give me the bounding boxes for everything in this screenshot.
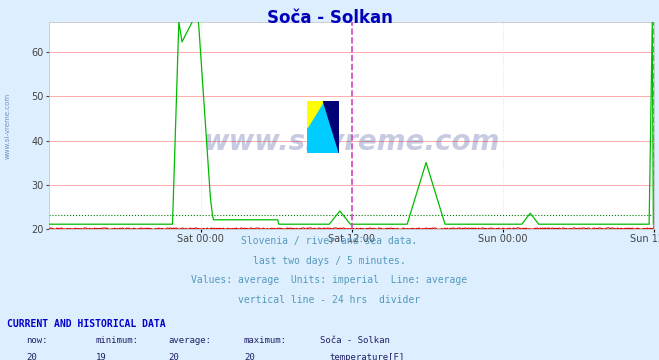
Text: Slovenia / river and sea data.: Slovenia / river and sea data. <box>241 236 418 246</box>
Text: 20: 20 <box>168 353 179 360</box>
Polygon shape <box>323 101 339 153</box>
Text: maximum:: maximum: <box>244 336 287 345</box>
Text: Values: average  Units: imperial  Line: average: Values: average Units: imperial Line: av… <box>191 275 468 285</box>
Text: Soča - Solkan: Soča - Solkan <box>320 336 389 345</box>
Text: average:: average: <box>168 336 211 345</box>
Text: vertical line - 24 hrs  divider: vertical line - 24 hrs divider <box>239 295 420 305</box>
Text: now:: now: <box>26 336 48 345</box>
Text: minimum:: minimum: <box>96 336 138 345</box>
Polygon shape <box>307 101 339 153</box>
Text: 19: 19 <box>96 353 106 360</box>
Text: 20: 20 <box>26 353 37 360</box>
Text: Soča - Solkan: Soča - Solkan <box>266 9 393 27</box>
Text: 20: 20 <box>244 353 254 360</box>
Polygon shape <box>307 101 323 127</box>
Text: last two days / 5 minutes.: last two days / 5 minutes. <box>253 256 406 266</box>
Text: temperature[F]: temperature[F] <box>330 353 405 360</box>
Text: CURRENT AND HISTORICAL DATA: CURRENT AND HISTORICAL DATA <box>7 319 165 329</box>
Text: www.si-vreme.com: www.si-vreme.com <box>5 93 11 159</box>
Text: www.si-vreme.com: www.si-vreme.com <box>204 128 500 156</box>
